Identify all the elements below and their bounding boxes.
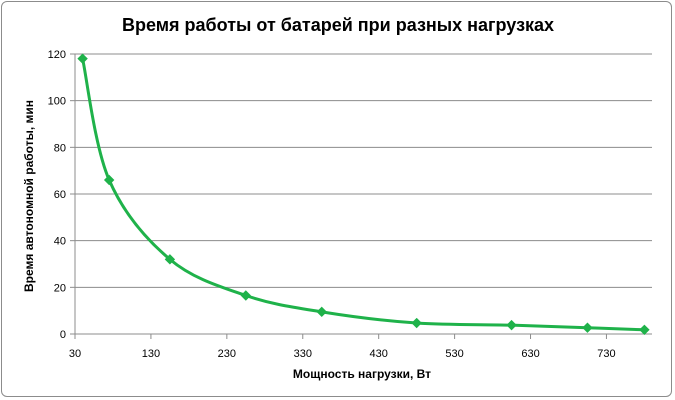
x-tick-label: 130 (142, 348, 160, 360)
y-tick-label: 20 (54, 282, 66, 294)
y-tick-label: 60 (54, 189, 66, 201)
gridlines (75, 53, 652, 288)
x-tick-label: 730 (597, 348, 615, 360)
data-point-marker (77, 53, 88, 64)
x-tick-label: 430 (370, 348, 388, 360)
y-axis-title: Время автономной работы, мин (22, 100, 36, 292)
y-tick-label: 120 (48, 49, 66, 61)
y-tick-label: 40 (54, 236, 66, 248)
y-tick-label: 0 (60, 329, 66, 341)
x-tick-label: 230 (218, 348, 236, 360)
data-point-marker (639, 324, 650, 336)
y-tick-labels: 0 20 40 60 80 100 120 (48, 49, 66, 341)
y-tick-label: 80 (54, 142, 66, 154)
data-point-marker (164, 254, 176, 265)
series-line (81, 57, 646, 332)
y-tick-label: 100 (48, 96, 66, 108)
x-tick-label: 30 (69, 348, 81, 360)
data-point-marker (411, 317, 422, 329)
x-tick-labels: 30 130 230 330 430 530 630 730 (69, 348, 616, 360)
data-point-marker (506, 319, 517, 331)
chart-title: Время работы от батарей при разных нагру… (122, 15, 554, 35)
data-point-marker (316, 306, 327, 318)
data-point-marker (582, 322, 593, 333)
series (77, 53, 650, 336)
x-tick-label: 630 (521, 348, 539, 360)
x-tick-label: 530 (445, 348, 463, 360)
data-point-marker (103, 174, 115, 186)
x-axis-title: Мощность нагрузки, Вт (293, 367, 431, 381)
axes (70, 53, 652, 339)
data-point-marker (240, 290, 252, 301)
x-tick-label: 330 (294, 348, 312, 360)
